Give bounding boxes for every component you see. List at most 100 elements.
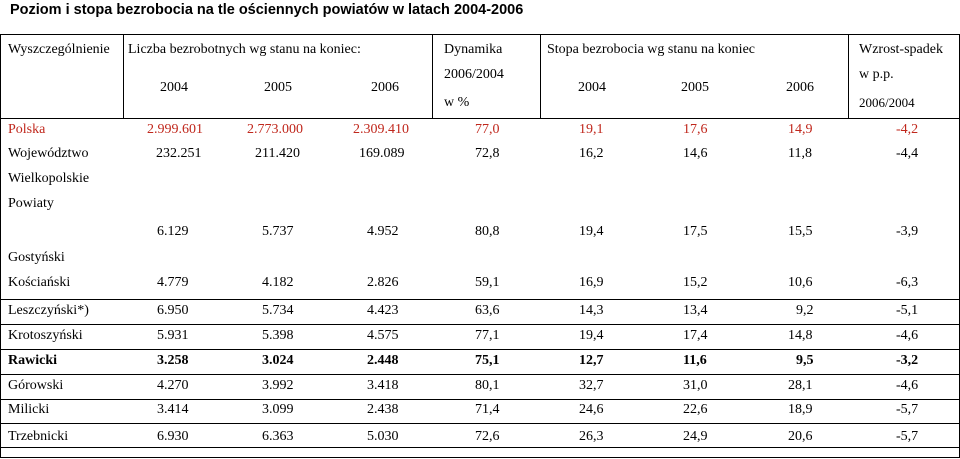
- header-unemployment-rate: Stopa bezrobocia wg stanu na koniec: [547, 42, 755, 57]
- cell-count-2004: 6.129: [157, 224, 189, 239]
- header-specification: Wyszczególnienie: [8, 42, 110, 57]
- header-count-year: 2004: [160, 80, 188, 95]
- cell-rate-2004: 19,1: [579, 122, 604, 137]
- cell-count-2005: 3.099: [262, 402, 294, 417]
- cell-rate-2004: 32,7: [579, 378, 604, 393]
- cell-rate-2006: 9,2: [796, 303, 814, 318]
- cell-count-2004: 3.258: [157, 353, 189, 368]
- section-label: Powiaty: [8, 196, 54, 211]
- cell-count-2006: 2.448: [367, 353, 399, 368]
- cell-count-2004: 2.999.601: [147, 122, 203, 137]
- cell-rate-2006: 18,9: [788, 402, 813, 417]
- row-name: Gostyński: [8, 250, 65, 265]
- cell-count-2006: 2.438: [367, 402, 399, 417]
- cell-rate-2006: 10,6: [788, 275, 813, 290]
- page-title: Poziom i stopa bezrobocia na tle ościenn…: [10, 2, 524, 18]
- cell-count-2006: 3.418: [367, 378, 399, 393]
- cell-count-2004: 6.950: [157, 303, 189, 318]
- cell-growth: -5,7: [896, 429, 919, 444]
- row-name: Trzebnicki: [8, 429, 69, 444]
- cell-count-2006: 4.575: [367, 328, 399, 343]
- cell-dynamics: 63,6: [475, 303, 500, 318]
- cell-count-2006: 2.826: [367, 275, 399, 290]
- cell-rate-2005: 17,4: [683, 328, 708, 343]
- cell-rate-2005: 22,6: [683, 402, 708, 417]
- cell-count-2005: 2.773.000: [247, 122, 303, 137]
- row-name: Górowski: [8, 378, 64, 393]
- cell-dynamics: 75,1: [475, 353, 500, 368]
- row-name: Województwo: [8, 146, 89, 161]
- cell-count-2006: 2.309.410: [353, 122, 409, 137]
- cell-count-2005: 4.182: [262, 275, 294, 290]
- cell-dynamics: 77,0: [475, 122, 500, 137]
- cell-count-2006: 4.423: [367, 303, 399, 318]
- cell-rate-2005: 17,5: [683, 224, 708, 239]
- cell-rate-2006: 28,1: [788, 378, 813, 393]
- cell-dynamics: 72,8: [475, 146, 500, 161]
- cell-count-2005: 3.992: [262, 378, 294, 393]
- row-name: Kościański: [8, 275, 71, 290]
- header-dynamics: Dynamika: [444, 42, 503, 57]
- cell-rate-2006: 11,8: [788, 146, 812, 161]
- cell-growth: -4,6: [896, 328, 919, 343]
- cell-dynamics: 80,8: [475, 224, 500, 239]
- row-name: Rawicki: [8, 353, 57, 368]
- cell-count-2005: 6.363: [262, 429, 294, 444]
- cell-count-2004: 4.270: [157, 378, 189, 393]
- cell-rate-2004: 16,2: [579, 146, 604, 161]
- cell-count-2006: 4.952: [367, 224, 399, 239]
- cell-dynamics: 72,6: [475, 429, 500, 444]
- cell-rate-2006: 9,5: [796, 353, 814, 368]
- cell-count-2004: 6.930: [157, 429, 189, 444]
- cell-growth: -3,2: [896, 353, 919, 368]
- cell-count-2004: 3.414: [157, 402, 189, 417]
- cell-count-2005: 5.398: [262, 328, 294, 343]
- cell-count-2006: 5.030: [367, 429, 399, 444]
- header-dynamics-unit: w %: [444, 95, 470, 110]
- cell-rate-2006: 20,6: [788, 429, 813, 444]
- header-rate-year: 2004: [578, 80, 606, 95]
- cell-rate-2005: 13,4: [683, 303, 708, 318]
- cell-growth: -4,4: [896, 146, 919, 161]
- cell-count-2006: 169.089: [359, 146, 405, 161]
- row-name: Krotoszyński: [8, 328, 83, 343]
- cell-rate-2005: 24,9: [683, 429, 708, 444]
- cell-rate-2004: 16,9: [579, 275, 604, 290]
- cell-growth: -6,3: [896, 275, 919, 290]
- cell-count-2004: 4.779: [157, 275, 189, 290]
- header-rate-year: 2006: [786, 80, 814, 95]
- cell-growth: -3,9: [896, 224, 919, 239]
- cell-rate-2005: 17,6: [683, 122, 708, 137]
- cell-rate-2004: 12,7: [579, 353, 604, 368]
- row-name: Polska: [8, 122, 46, 137]
- cell-dynamics: 77,1: [475, 328, 500, 343]
- cell-count-2004: 232.251: [156, 146, 202, 161]
- cell-count-2005: 211.420: [255, 146, 300, 161]
- cell-count-2005: 3.024: [262, 353, 294, 368]
- cell-growth: -4,6: [896, 378, 919, 393]
- cell-rate-2005: 31,0: [683, 378, 708, 393]
- cell-growth: -5,1: [896, 303, 919, 318]
- header-dynamics-period: 2006/2004: [444, 67, 504, 82]
- cell-rate-2004: 19,4: [579, 224, 604, 239]
- cell-rate-2006: 14,8: [788, 328, 813, 343]
- header-count-year: 2005: [264, 80, 292, 95]
- cell-growth: -5,7: [896, 402, 919, 417]
- cell-dynamics: 71,4: [475, 402, 500, 417]
- cell-dynamics: 80,1: [475, 378, 500, 393]
- cell-count-2004: 5.931: [157, 328, 189, 343]
- header-unemployed-count: Liczba bezrobotnych wg stanu na koniec:: [128, 42, 361, 57]
- cell-rate-2006: 15,5: [788, 224, 813, 239]
- header-rate-year: 2005: [681, 80, 709, 95]
- cell-dynamics: 59,1: [475, 275, 500, 290]
- header-growth-unit: w p.p.: [859, 67, 894, 82]
- cell-rate-2005: 15,2: [683, 275, 708, 290]
- cell-rate-2005: 11,6: [683, 353, 707, 368]
- cell-count-2005: 5.737: [262, 224, 294, 239]
- row-name: Milicki: [8, 402, 50, 417]
- cell-growth: -4,2: [896, 122, 919, 137]
- row-name-cont: Wielkopolskie: [8, 171, 90, 186]
- cell-rate-2005: 14,6: [683, 146, 708, 161]
- cell-rate-2004: 14,3: [579, 303, 604, 318]
- cell-count-2005: 5.734: [262, 303, 294, 318]
